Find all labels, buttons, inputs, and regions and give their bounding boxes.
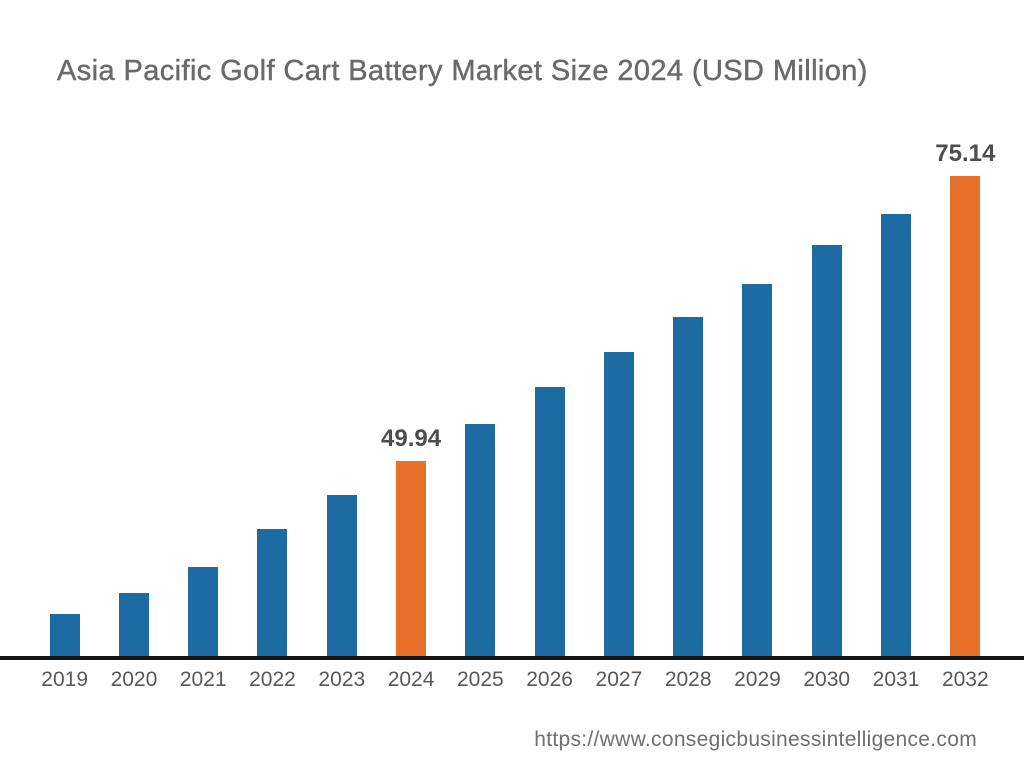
x-tick-label-2027: 2027 xyxy=(595,668,643,691)
bar-2025 xyxy=(465,424,496,656)
bar-2032 xyxy=(950,175,981,656)
bar-2020 xyxy=(118,593,149,656)
x-tick-label-2030: 2030 xyxy=(803,668,851,691)
bar-column-2029 xyxy=(723,136,792,656)
bar-2027 xyxy=(603,351,634,656)
x-tick-label-2023: 2023 xyxy=(318,668,366,691)
bar-column-2030 xyxy=(792,136,861,656)
bar-2031 xyxy=(881,213,912,656)
bar-column-2022 xyxy=(238,136,307,656)
bar-2021 xyxy=(188,567,219,656)
bar-2026 xyxy=(534,386,565,656)
bar-column-2027 xyxy=(584,136,653,656)
bar-2030 xyxy=(811,245,842,656)
x-tick-label-2029: 2029 xyxy=(734,668,781,691)
bar-column-2024: 49.94 xyxy=(376,136,445,656)
bar-value-label-2032: 75.14 xyxy=(935,139,996,167)
bar-2029 xyxy=(742,283,773,656)
bar-column-2020 xyxy=(99,136,168,656)
bar-column-2032: 75.14 xyxy=(931,136,1000,656)
x-tick-label-2019: 2019 xyxy=(41,668,88,691)
x-tick-label-2020: 2020 xyxy=(110,668,158,691)
x-tick-label-2021: 2021 xyxy=(179,668,227,691)
x-tick-label-2026: 2026 xyxy=(526,668,573,691)
chart-title: Asia Pacific Golf Cart Battery Market Si… xyxy=(57,55,868,87)
bar-column-2021 xyxy=(169,136,238,656)
bar-2022 xyxy=(257,528,288,656)
x-tick-label-2024: 2024 xyxy=(387,668,435,691)
bar-column-2023 xyxy=(307,136,376,656)
bar-value-label-2024: 49.94 xyxy=(381,425,442,453)
bar-2024 xyxy=(396,461,427,656)
x-axis-line xyxy=(0,656,1024,660)
bar-column-2025 xyxy=(446,136,515,656)
bar-column-2026 xyxy=(515,136,584,656)
x-tick-label-2025: 2025 xyxy=(456,668,504,691)
bar-column-2031 xyxy=(861,136,930,656)
plot-area: 49.94 75.14 xyxy=(30,136,1000,656)
x-tick-label-2028: 2028 xyxy=(664,668,712,691)
bar-2028 xyxy=(673,316,704,656)
bar-column-2028 xyxy=(654,136,723,656)
bar-column-2019 xyxy=(30,136,99,656)
source-url-link[interactable]: https://www.consegicbusinessintelligence… xyxy=(534,728,977,751)
x-tick-label-2022: 2022 xyxy=(249,668,296,691)
x-axis-labels: 2019 2020 2021 2022 2023 2024 2025 2026 2027 2028… xyxy=(30,668,1000,692)
bar-2019 xyxy=(49,613,80,656)
bar-2023 xyxy=(326,494,357,656)
x-tick-label-2031: 2031 xyxy=(872,668,920,691)
x-tick-label-2032: 2032 xyxy=(941,668,989,691)
